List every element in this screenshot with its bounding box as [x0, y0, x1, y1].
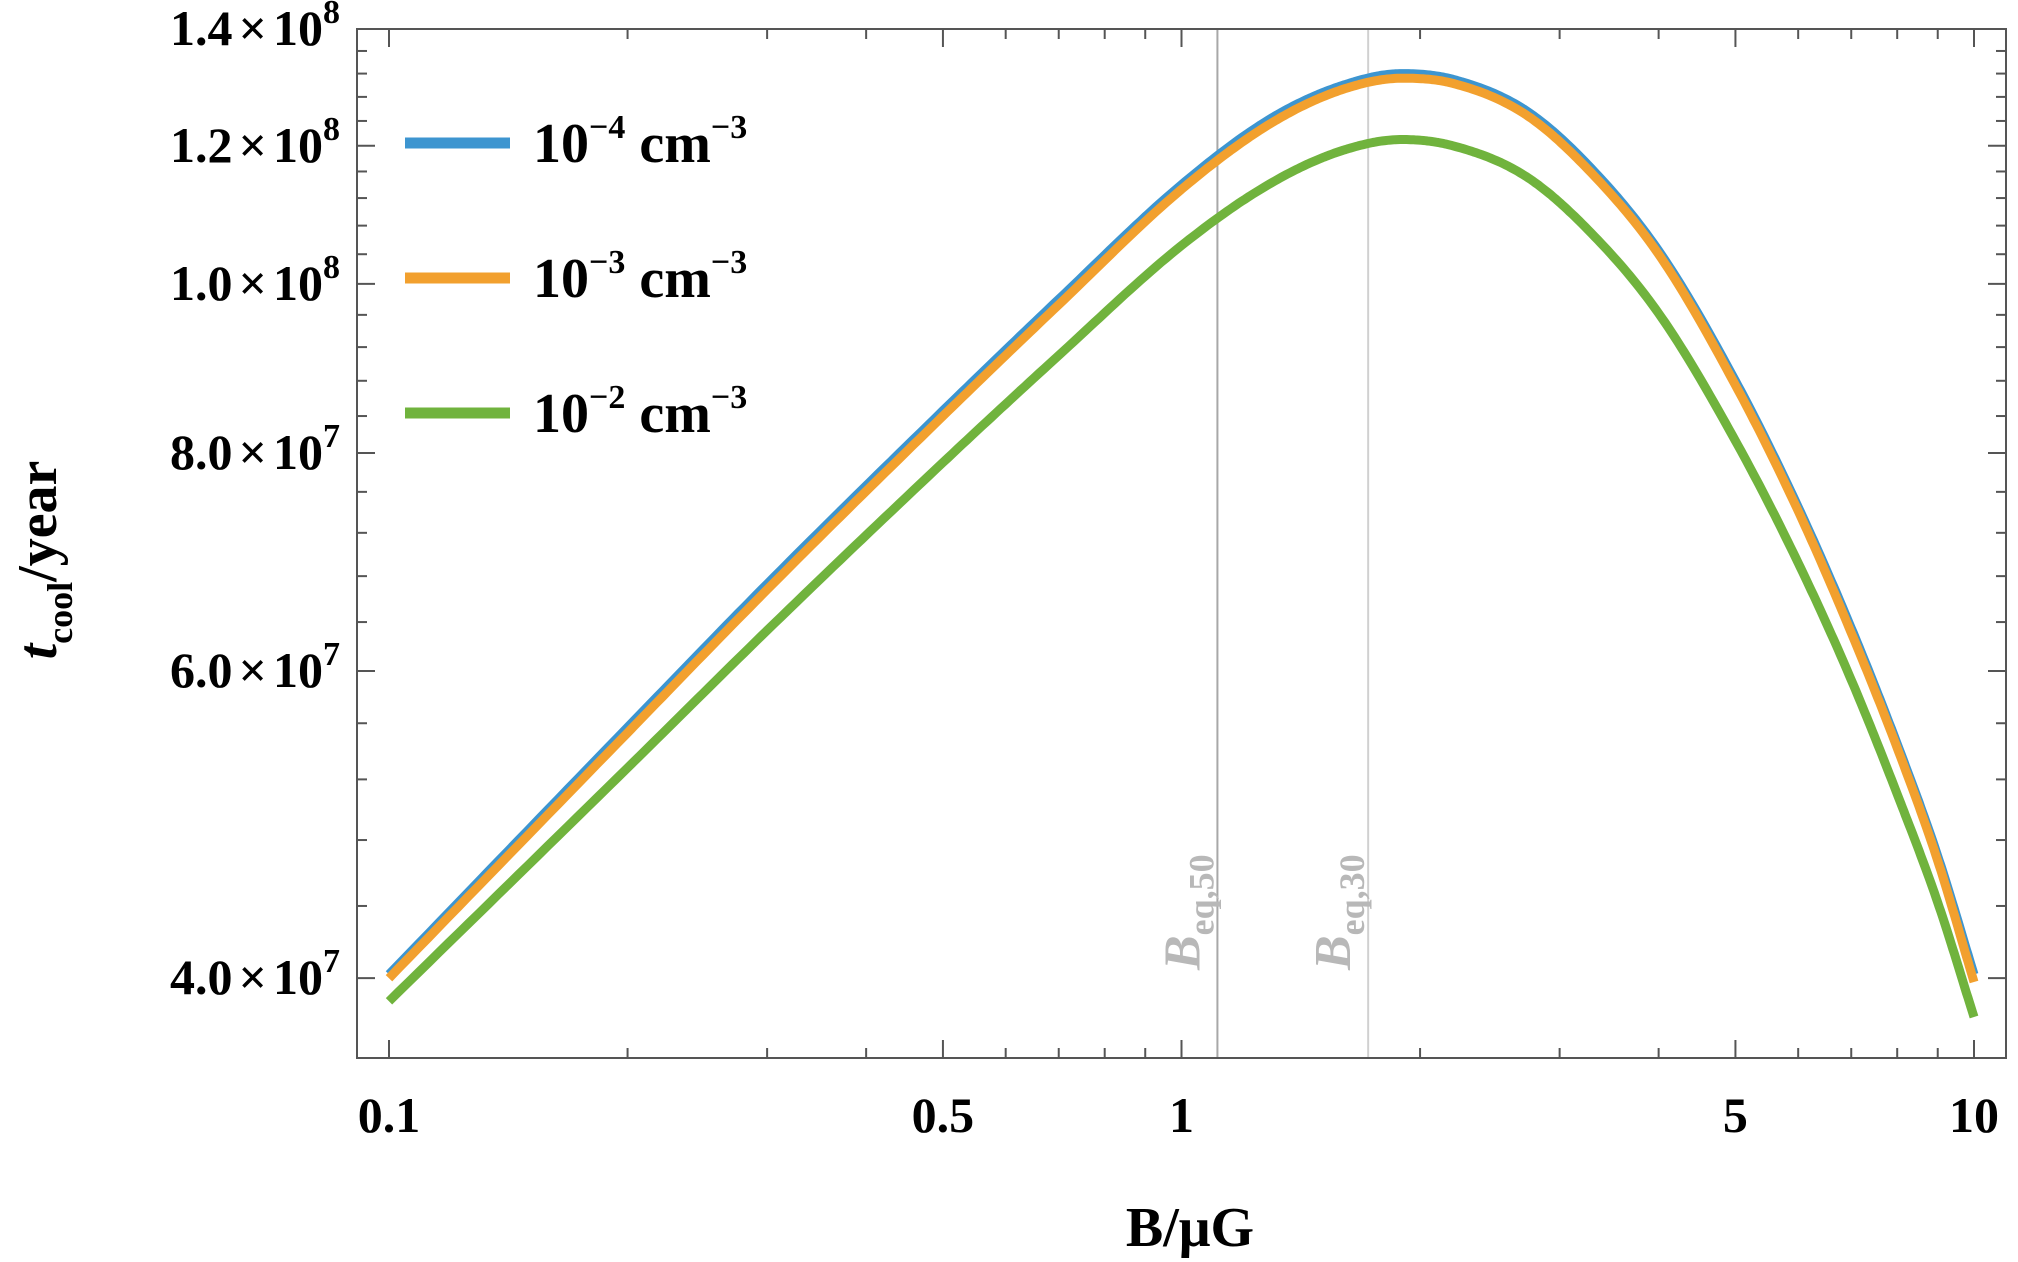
x-tick-label-2: 1 [1169, 1087, 1194, 1143]
reference-lines [1216, 29, 1370, 1058]
x-tick-label-4: 10 [1949, 1087, 1999, 1143]
legend-label-1: 10−3 cm−3 [533, 244, 747, 310]
y-axis-label-sub: cool [40, 582, 80, 644]
x-tick-label-0: 0.1 [358, 1087, 421, 1143]
legend-label-0: 10−4 cm−3 [533, 109, 747, 175]
series-line-1 [385, 73, 1979, 984]
series-line-0 [385, 69, 1979, 978]
legend: 10−4 cm−3 10−3 cm−3 10−2 cm−3 [405, 109, 747, 445]
y-axis-label-rest: /year [7, 461, 69, 583]
x-tick-label-1: 0.5 [912, 1087, 975, 1143]
y-tick-label-4: 1.2 × 108 [170, 111, 340, 173]
y-tick-label-3: 1.0 × 108 [170, 249, 340, 311]
x-tick-labels: 0.1 0.5 1 5 10 [358, 1087, 1999, 1143]
x-tick-label-3: 5 [1723, 1087, 1748, 1143]
series-line-2 [385, 135, 1979, 1019]
y-tick-label-2: 8.0 × 107 [170, 418, 340, 480]
reference-line-label-1: Beq,30 [1305, 854, 1372, 971]
y-axis-label-main: t [7, 642, 69, 659]
axis-ticks [357, 28, 2006, 1059]
y-tick-label-0: 4.0 × 107 [170, 943, 340, 1005]
legend-label-2: 10−2 cm−3 [533, 379, 747, 445]
y-tick-labels: 4.0 × 107 6.0 × 107 8.0 × 107 1.0 × 108 1.2 × 108 1.4 × 1… [170, 0, 340, 1005]
y-tick-label-5: 1.4 × 108 [170, 0, 340, 56]
y-tick-label-1: 6.0 × 107 [170, 636, 340, 698]
x-axis-label: B/μG [1126, 1197, 1254, 1259]
reference-line-labels: Beq,50 Beq,30 [1154, 854, 1372, 971]
series-lines [385, 69, 1979, 1019]
reference-line-label-0: Beq,50 [1154, 854, 1221, 971]
y-axis-label: tcool/year [7, 461, 80, 660]
